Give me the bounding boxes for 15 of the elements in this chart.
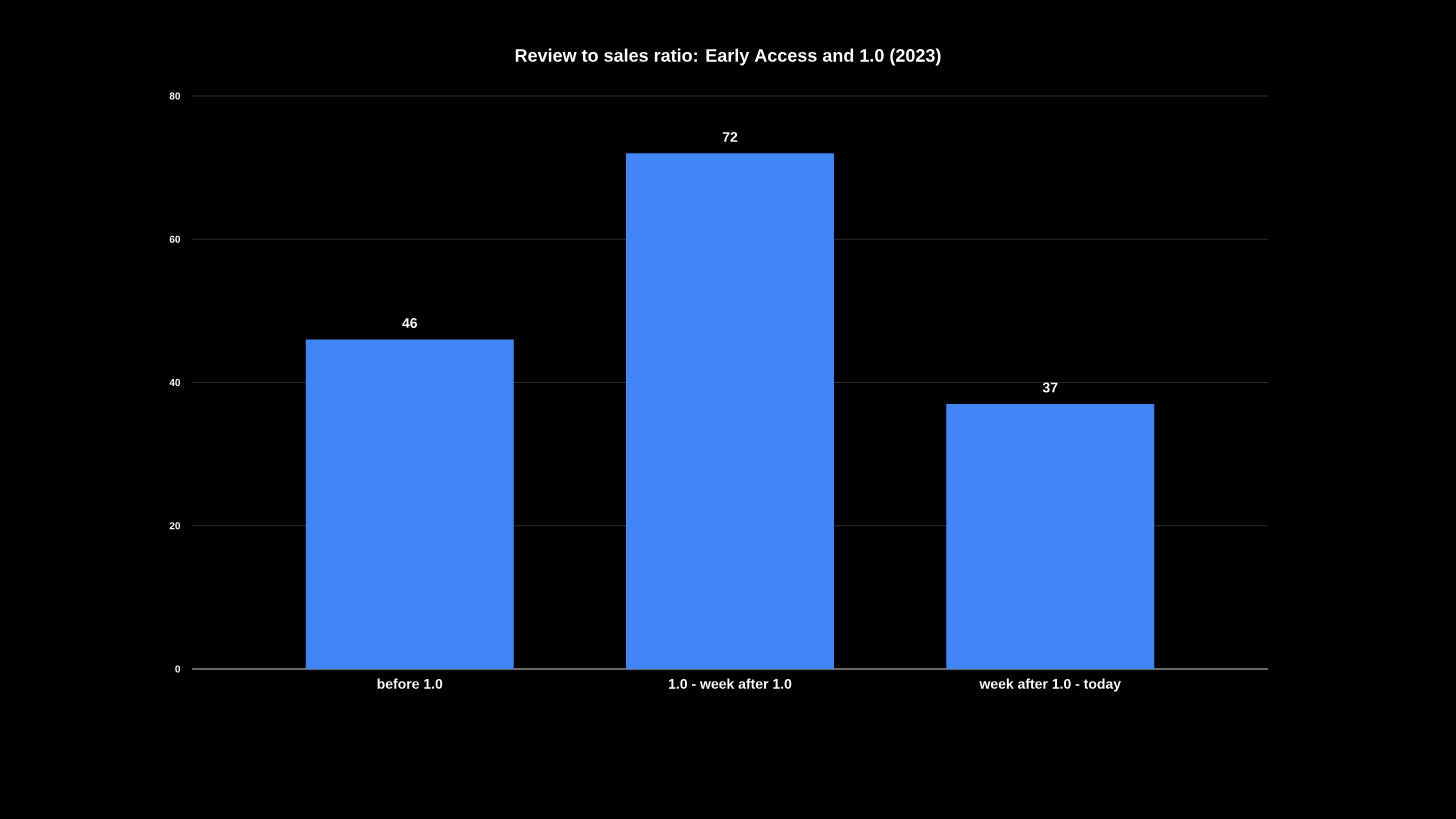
x-tick-label: 1.0 - week after 1.0 (669, 678, 792, 689)
bar (305, 339, 514, 669)
y-tick-label: 60 (169, 235, 181, 243)
y-tick-label: 20 (169, 522, 181, 530)
y-tick-label: 0 (175, 665, 181, 673)
chart-title: Review to sales ratio: Early Access and 1.0 (2023) (515, 48, 941, 66)
data-label: 72 (722, 131, 738, 142)
data-label: 37 (1042, 382, 1058, 393)
y-tick-label: 80 (169, 92, 181, 100)
data-label: 46 (402, 318, 418, 328)
bar (626, 153, 835, 669)
x-tick-label: week after 1.0 - today (979, 678, 1121, 692)
x-tick-label: before 1.0 (377, 678, 443, 689)
bar (946, 403, 1155, 669)
y-tick-label: 40 (169, 378, 181, 387)
